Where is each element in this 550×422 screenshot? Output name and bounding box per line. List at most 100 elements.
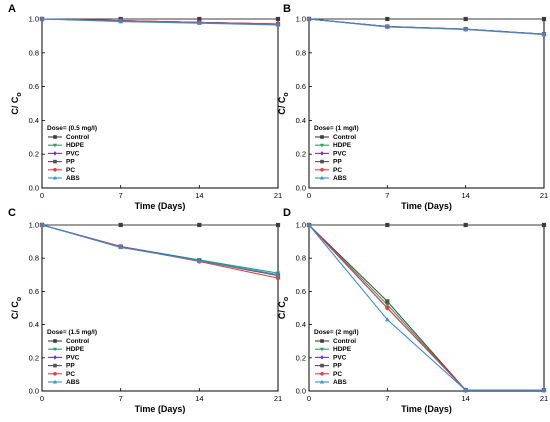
legend-label-pvc: PVC <box>66 354 80 361</box>
y-axis-label: C/ Co <box>10 297 23 319</box>
x-axis-label: Time (Days) <box>401 201 452 211</box>
data-point-control <box>541 16 547 22</box>
legend-marker-pc <box>320 168 324 172</box>
x-tick-label: 14 <box>461 394 469 403</box>
series-line-hdpe <box>308 224 544 391</box>
legend-marker-hdpe <box>53 143 57 148</box>
plot-frame <box>308 224 545 392</box>
legend-label-pp: PP <box>333 159 342 166</box>
series-abs <box>39 16 281 27</box>
legend-label-hdpe: HDPE <box>66 142 85 149</box>
data-point-abs <box>197 258 202 263</box>
series-pp <box>39 222 281 278</box>
plot-frame <box>308 18 545 189</box>
series-line-pvc <box>308 224 544 391</box>
y-tick-label: 0.6 <box>296 287 306 296</box>
x-tick-label: 21 <box>540 394 548 403</box>
legend-marker-pp <box>320 363 324 368</box>
y-tick-label: 0.4 <box>296 320 306 329</box>
y-axis-label-subscript: o <box>283 92 290 96</box>
series-line-abs <box>308 224 544 391</box>
legend-marker-pvc <box>320 151 324 156</box>
y-tick-label: 0.6 <box>296 82 306 91</box>
x-axis-label: Time (Days) <box>135 201 186 211</box>
y-tick-label: 0.2 <box>296 353 306 362</box>
legend-label-pvc: PVC <box>66 150 80 157</box>
legend-label-abs: ABS <box>333 379 347 386</box>
data-point-control <box>118 222 123 228</box>
data-point-pc <box>275 276 281 281</box>
y-axis-label-main: C/ C <box>10 301 20 320</box>
legend-label-pp: PP <box>333 363 342 370</box>
legend-marker-hdpe <box>320 143 324 148</box>
series-line-abs <box>41 18 279 26</box>
data-point-pc <box>385 305 390 311</box>
legend-label-hdpe: HDPE <box>66 346 85 353</box>
data-point-abs <box>463 387 468 392</box>
legend-label-pc: PC <box>333 371 342 378</box>
data-point-abs <box>39 16 45 21</box>
x-tick-label: 14 <box>195 394 203 403</box>
y-tick-label: 1.0 <box>296 221 306 230</box>
series-line-abs <box>308 18 545 36</box>
data-point-abs <box>306 222 312 227</box>
y-tick-label: 1.0 <box>296 15 306 24</box>
series-abs <box>39 222 281 277</box>
legend-marker-control <box>53 135 57 139</box>
data-point-abs <box>385 24 390 29</box>
x-tick-label: 7 <box>385 394 389 403</box>
chart-panel-b: B 0.0 0.2 0.4 0.6 0.8 1.0 0 7 14 21 Time (Days) C/ C… <box>277 3 548 211</box>
data-point-pp <box>385 299 390 304</box>
y-tick-label: 0.6 <box>29 287 39 296</box>
data-point-abs <box>541 32 547 37</box>
legend-marker-abs <box>320 379 324 384</box>
x-tick-label: 7 <box>385 191 389 200</box>
y-tick-label: 0.0 <box>29 184 39 193</box>
legend-label-pp: PP <box>66 363 75 370</box>
legend-title: Dose= (0.5 mg/l) <box>47 125 97 132</box>
y-tick-label: 0.4 <box>29 116 39 125</box>
chart-panel-d: D 0.0 0.2 0.4 0.6 0.8 1.0 0 7 14 21 Time (Days) C/ C… <box>277 207 548 414</box>
data-point-control <box>463 16 468 22</box>
x-tick-label: 0 <box>40 191 44 200</box>
series-pp <box>306 16 547 37</box>
panel-label: A <box>8 3 16 15</box>
series-control <box>39 222 281 228</box>
y-tick-label: 1.0 <box>29 221 39 230</box>
y-tick-label: 1.0 <box>29 15 39 24</box>
data-point-control <box>541 222 547 228</box>
x-tick-label: 7 <box>119 394 123 403</box>
y-tick-label: 0.8 <box>296 254 306 263</box>
data-point-control <box>385 222 390 228</box>
legend-marker-pvc <box>53 355 57 360</box>
data-point-abs <box>541 387 547 392</box>
plot-frame <box>41 224 279 392</box>
data-point-abs <box>118 19 123 24</box>
legend-label-hdpe: HDPE <box>333 346 352 353</box>
series-pp <box>306 222 547 393</box>
series-pc <box>306 222 547 393</box>
legend-marker-pvc <box>53 151 57 156</box>
series-abs <box>306 222 547 392</box>
data-point-abs <box>197 20 202 25</box>
data-point-control <box>463 222 468 228</box>
data-point-abs <box>118 244 123 250</box>
legend-label-pvc: PVC <box>333 150 347 157</box>
y-tick-label: 0.8 <box>296 48 306 57</box>
legend-label-pvc: PVC <box>333 354 347 361</box>
legend-label-abs: ABS <box>66 379 80 386</box>
series-pc <box>39 222 281 281</box>
legend-label-control: Control <box>66 338 89 345</box>
legend-marker-hdpe <box>53 347 57 352</box>
legend-marker-pvc <box>320 355 324 360</box>
data-point-control <box>275 222 281 228</box>
x-tick-label: 14 <box>195 191 203 200</box>
legend-title: Dose= (1 mg/l) <box>314 125 359 132</box>
series-line-hdpe <box>41 224 279 274</box>
chart-panel-a: A 0.0 0.2 0.4 0.6 0.8 1.0 0 7 14 21 Time (Days) C/ C… <box>8 3 282 211</box>
data-point-abs <box>275 272 281 277</box>
series-line-pp <box>308 224 544 391</box>
y-tick-label: 0.0 <box>296 387 306 396</box>
legend-label-hdpe: HDPE <box>333 142 352 149</box>
